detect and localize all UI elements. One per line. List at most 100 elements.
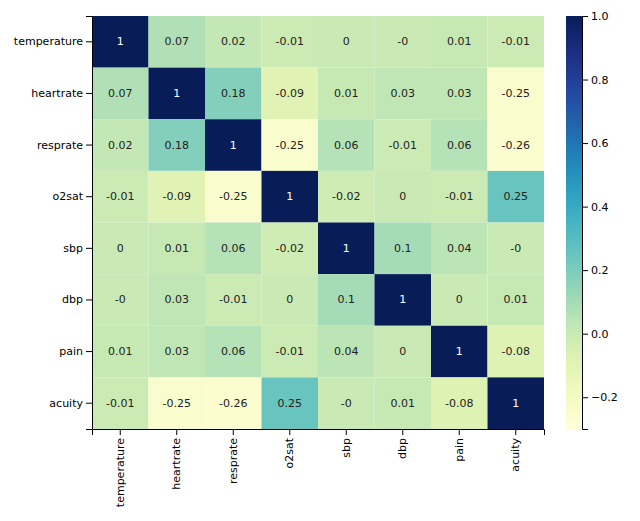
tick-label: pain — [59, 345, 83, 358]
cell — [262, 274, 319, 326]
cell — [92, 326, 149, 378]
cell — [375, 274, 432, 326]
tick: o2sat — [52, 190, 92, 203]
cell-label: 0.06 — [221, 345, 246, 358]
cell-label: 0 — [399, 190, 406, 203]
cell — [149, 274, 206, 326]
cell — [431, 68, 488, 120]
cell-label: 0.01 — [108, 345, 133, 358]
cell — [149, 16, 206, 68]
cell — [318, 16, 375, 68]
tick-mark — [582, 397, 588, 398]
cell — [262, 119, 319, 171]
cell — [262, 223, 319, 275]
cell-label: -0.25 — [163, 397, 191, 410]
tick-mark — [176, 429, 177, 435]
cell-label: 0.07 — [165, 35, 190, 48]
cell-label: 0.03 — [165, 345, 190, 358]
tick-mark — [233, 429, 234, 435]
cell — [205, 171, 262, 223]
cell — [205, 274, 262, 326]
tick-label: 0.6 — [591, 137, 609, 150]
cell — [262, 16, 319, 68]
cell — [318, 274, 375, 326]
tick-label: 0.0 — [591, 328, 609, 341]
tick-mark — [86, 299, 92, 300]
tick: sbp — [63, 242, 92, 255]
tick-mark — [515, 429, 516, 435]
cell — [375, 223, 432, 275]
cell-label: -0.01 — [106, 190, 134, 203]
tick: 0.8 — [582, 74, 609, 87]
cell — [488, 377, 545, 429]
cell-label: 0.18 — [221, 87, 246, 100]
tick-mark — [459, 429, 460, 435]
cell — [375, 171, 432, 223]
cell-label: 0.25 — [504, 190, 529, 203]
tick-mark — [86, 145, 92, 146]
cells — [92, 16, 544, 429]
cell — [92, 16, 149, 68]
cell-label: -0.01 — [219, 293, 247, 306]
axis-line — [86, 17, 93, 430]
tick-mark — [582, 80, 588, 81]
cell-label: 0.06 — [334, 139, 359, 152]
tick-mark — [86, 93, 92, 94]
cell — [488, 223, 545, 275]
tick-mark — [346, 429, 347, 435]
cell — [318, 68, 375, 120]
colorbar — [566, 16, 582, 429]
tick-label: heartrate — [170, 438, 183, 490]
cell-labels: 10.070.02-0.010-00.01-0.010.0710.18-0.09… — [106, 35, 530, 409]
cell — [149, 223, 206, 275]
tick-mark — [86, 41, 92, 42]
tick-label: resprate — [37, 139, 83, 152]
cell — [92, 274, 149, 326]
cell — [205, 68, 262, 120]
cell-label: 0.04 — [334, 345, 359, 358]
tick-mark — [289, 429, 290, 435]
tick-label: 0.8 — [591, 74, 609, 87]
tick-label: dbp — [62, 293, 83, 306]
cell-label: -0.09 — [163, 190, 191, 203]
cell-label: 0.03 — [165, 293, 190, 306]
cell-label: 0.01 — [334, 87, 359, 100]
tick-label: o2sat — [52, 190, 83, 203]
cell-label: -0.01 — [276, 35, 304, 48]
tick: sbp — [340, 429, 353, 458]
tick-mark — [402, 429, 403, 435]
tick: heartrate — [31, 87, 92, 100]
tick-label: sbp — [340, 438, 353, 458]
cell — [262, 326, 319, 378]
tick-mark — [86, 351, 92, 352]
cell-label: 0 — [117, 242, 124, 255]
cell-label: 0 — [456, 293, 463, 306]
cell — [431, 377, 488, 429]
cell-label: -0.08 — [502, 345, 530, 358]
cell-label: -0.01 — [389, 139, 417, 152]
tick: 0.2 — [582, 264, 609, 277]
tick: o2sat — [283, 429, 296, 469]
cell-label: 1 — [512, 397, 519, 410]
cell — [375, 68, 432, 120]
cell-label: -0.01 — [276, 345, 304, 358]
tick-mark — [582, 16, 588, 17]
cell-label: -0.01 — [502, 35, 530, 48]
cell — [431, 223, 488, 275]
tick: temperature — [14, 35, 92, 48]
cell — [488, 171, 545, 223]
tick-label: temperature — [114, 438, 127, 507]
cell-label: -0 — [397, 35, 408, 48]
cell — [431, 171, 488, 223]
cell — [375, 119, 432, 171]
cell — [431, 119, 488, 171]
cell — [149, 68, 206, 120]
cell — [92, 119, 149, 171]
cell — [488, 119, 545, 171]
tick-mark — [120, 429, 121, 435]
cell-label: -0.09 — [276, 87, 304, 100]
cell-label: 0.03 — [391, 87, 416, 100]
cell-label: -0.01 — [106, 397, 134, 410]
tick-label: acuity — [509, 438, 522, 472]
cell-label: -0.01 — [445, 190, 473, 203]
